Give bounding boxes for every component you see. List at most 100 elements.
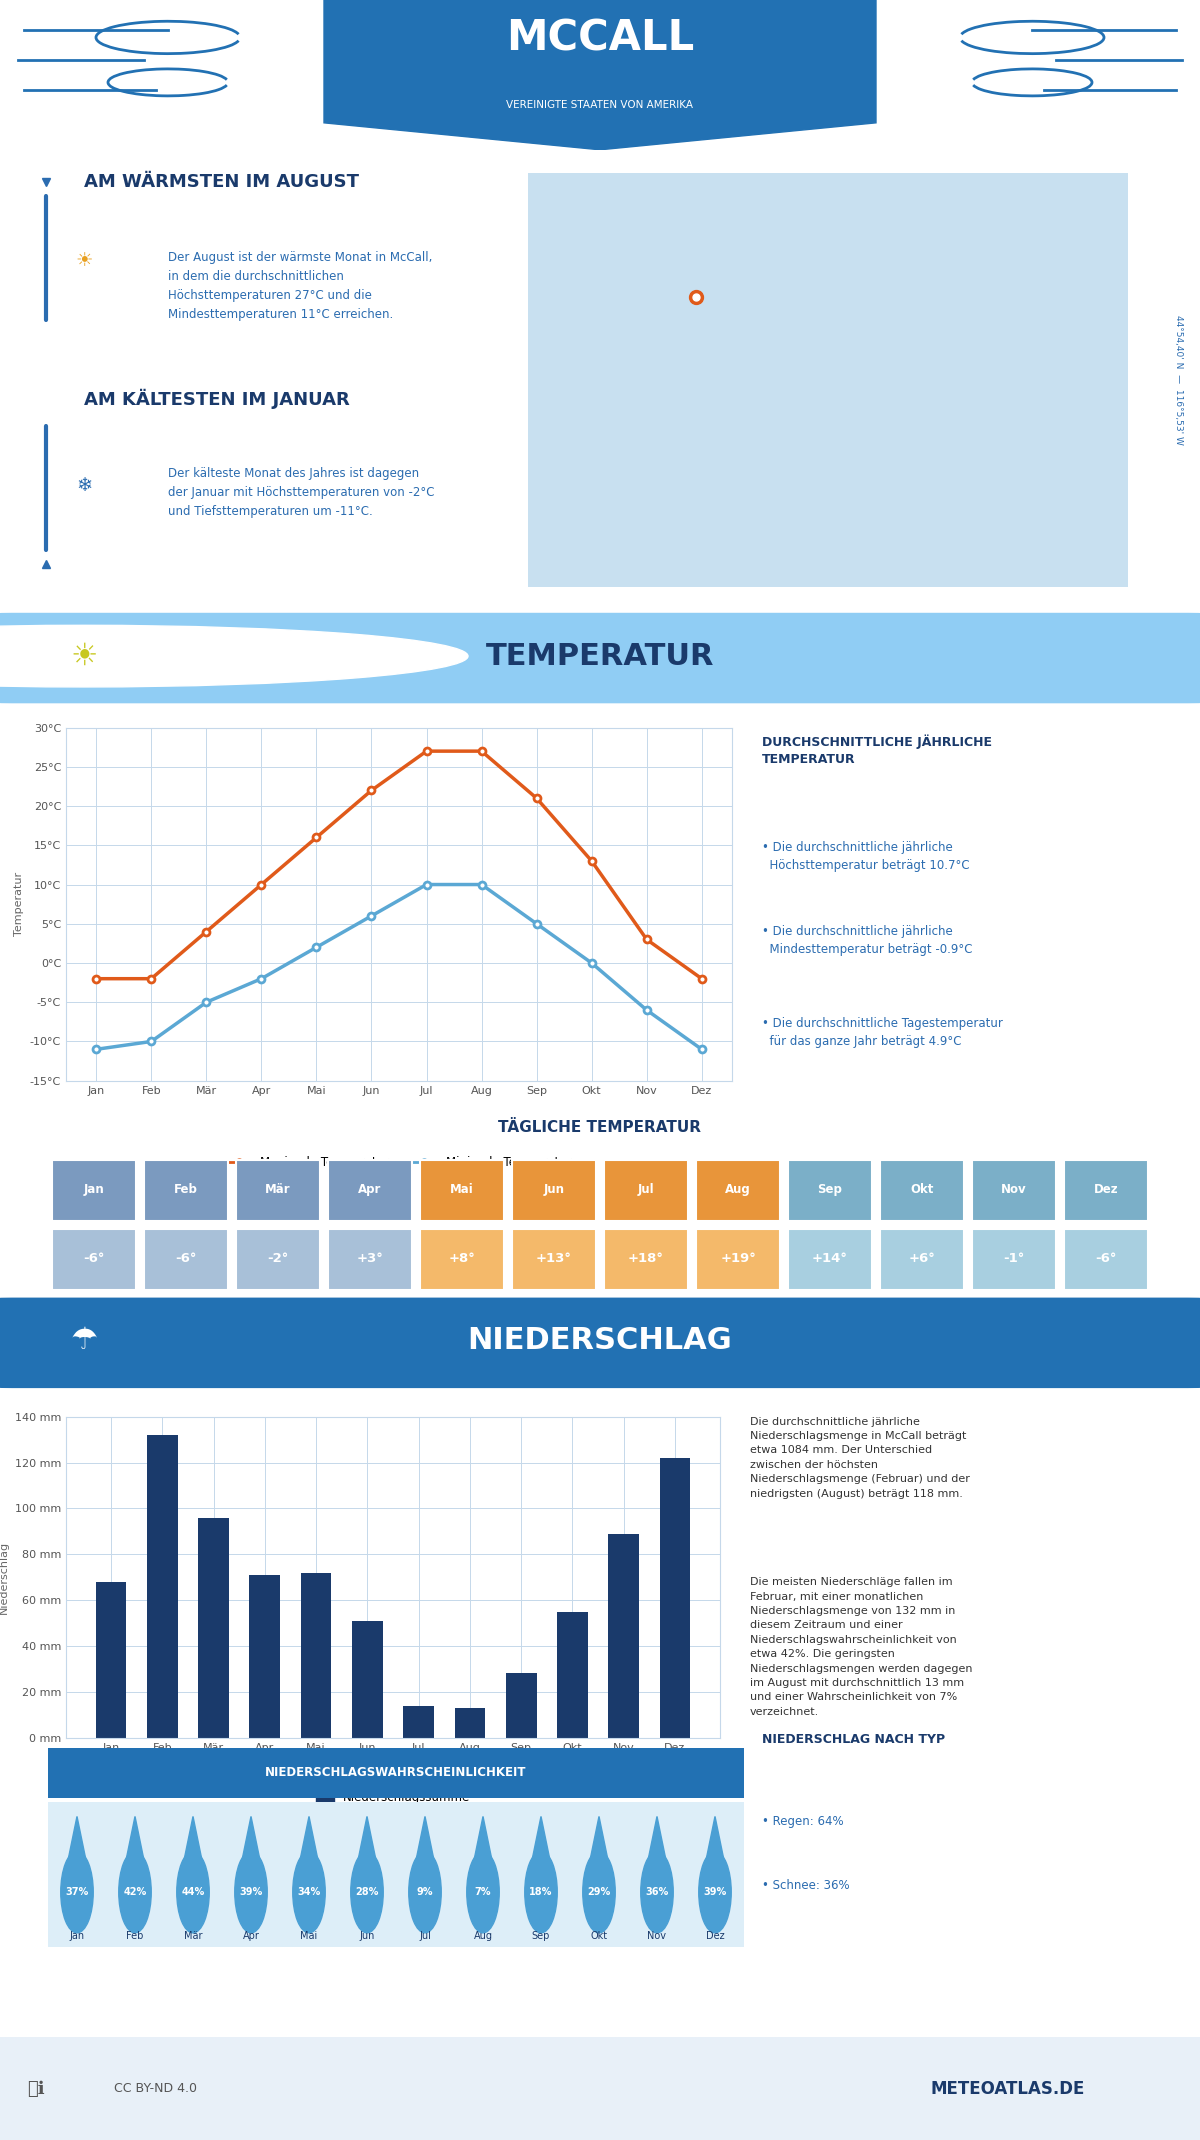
Text: 9%: 9% <box>416 1887 433 1896</box>
Text: AM WÄRMSTEN IM AUGUST: AM WÄRMSTEN IM AUGUST <box>84 173 359 190</box>
Text: Jun: Jun <box>359 1930 374 1941</box>
FancyBboxPatch shape <box>48 1802 744 1947</box>
Circle shape <box>61 1851 94 1932</box>
Circle shape <box>524 1851 557 1932</box>
FancyBboxPatch shape <box>144 1160 228 1222</box>
Legend: Maximale Temperatur, Minimale Temperatur: Maximale Temperatur, Minimale Temperatur <box>222 1151 576 1173</box>
FancyBboxPatch shape <box>0 612 1200 704</box>
FancyBboxPatch shape <box>235 1160 320 1222</box>
Text: VEREINIGTE STAATEN VON AMERIKA: VEREINIGTE STAATEN VON AMERIKA <box>506 101 694 109</box>
Text: Jan: Jan <box>70 1930 84 1941</box>
Text: 28%: 28% <box>355 1887 379 1896</box>
Circle shape <box>119 1851 151 1932</box>
FancyBboxPatch shape <box>48 1748 744 1798</box>
Text: 44%: 44% <box>181 1887 205 1896</box>
Bar <box>660 1457 690 1738</box>
FancyBboxPatch shape <box>0 2037 1200 2140</box>
FancyBboxPatch shape <box>880 1228 965 1290</box>
FancyBboxPatch shape <box>144 1228 228 1290</box>
Text: Aug: Aug <box>474 1930 492 1941</box>
Text: ☀: ☀ <box>71 642 97 670</box>
Circle shape <box>0 625 468 687</box>
Polygon shape <box>704 1817 726 1868</box>
FancyBboxPatch shape <box>235 1228 320 1290</box>
Polygon shape <box>324 0 876 150</box>
Text: Aug: Aug <box>725 1183 751 1196</box>
FancyBboxPatch shape <box>876 0 1200 150</box>
Text: NIEDERSCHLAG: NIEDERSCHLAG <box>468 1327 732 1355</box>
Bar <box>505 1673 536 1738</box>
Text: Mai: Mai <box>300 1930 318 1941</box>
Text: Dez: Dez <box>1093 1183 1118 1196</box>
Bar <box>96 1581 126 1738</box>
Polygon shape <box>182 1817 204 1868</box>
Text: ❄: ❄ <box>76 477 92 494</box>
Text: Apr: Apr <box>242 1930 259 1941</box>
Text: Die meisten Niederschläge fallen im
Februar, mit einer monatlichen
Niederschlags: Die meisten Niederschläge fallen im Febr… <box>750 1577 972 1716</box>
Polygon shape <box>299 1817 319 1868</box>
Text: Sep: Sep <box>532 1930 550 1941</box>
Polygon shape <box>473 1817 493 1868</box>
FancyBboxPatch shape <box>604 1228 689 1290</box>
Text: 39%: 39% <box>703 1887 727 1896</box>
Text: 39%: 39% <box>239 1887 263 1896</box>
Text: • Die durchschnittliche jährliche
  Höchsttemperatur beträgt 10.7°C: • Die durchschnittliche jährliche Höchst… <box>762 841 970 871</box>
Text: +6°: +6° <box>908 1252 935 1265</box>
Text: Okt: Okt <box>590 1930 607 1941</box>
Text: MCCALL: MCCALL <box>506 17 694 60</box>
Text: 42%: 42% <box>124 1887 146 1896</box>
Polygon shape <box>588 1817 610 1868</box>
Text: Dez: Dez <box>706 1930 725 1941</box>
FancyBboxPatch shape <box>696 1228 780 1290</box>
Text: • Schnee: 36%: • Schnee: 36% <box>762 1879 850 1892</box>
Circle shape <box>467 1851 499 1932</box>
Text: Der kälteste Monat des Jahres ist dagegen
der Januar mit Höchsttemperaturen von : Der kälteste Monat des Jahres ist dagege… <box>168 467 434 518</box>
Text: Mai: Mai <box>450 1183 474 1196</box>
Text: Der August ist der wärmste Monat in McCall,
in dem die durchschnittlichen
Höchst: Der August ist der wärmste Monat in McCa… <box>168 250 432 321</box>
Circle shape <box>350 1851 383 1932</box>
Text: +13°: +13° <box>536 1252 572 1265</box>
Text: Jun: Jun <box>544 1183 564 1196</box>
Text: 18%: 18% <box>529 1887 553 1896</box>
Legend: Niederschlagssumme: Niederschlagssumme <box>311 1787 475 1808</box>
FancyBboxPatch shape <box>0 1297 1200 1389</box>
Bar <box>557 1611 588 1738</box>
Text: 7%: 7% <box>475 1887 491 1896</box>
Text: 37%: 37% <box>65 1887 89 1896</box>
Text: -6°: -6° <box>1096 1252 1117 1265</box>
Text: +19°: +19° <box>720 1252 756 1265</box>
FancyBboxPatch shape <box>511 1160 596 1222</box>
FancyBboxPatch shape <box>696 1160 780 1222</box>
Text: AM KÄLTESTEN IM JANUAR: AM KÄLTESTEN IM JANUAR <box>84 389 349 409</box>
Polygon shape <box>356 1817 378 1868</box>
Bar <box>352 1620 383 1738</box>
Circle shape <box>293 1851 325 1932</box>
Text: Jul: Jul <box>419 1930 431 1941</box>
Text: Okt: Okt <box>911 1183 934 1196</box>
FancyBboxPatch shape <box>420 1160 504 1222</box>
FancyBboxPatch shape <box>52 1228 137 1290</box>
Polygon shape <box>66 1817 88 1868</box>
Circle shape <box>409 1851 442 1932</box>
Y-axis label: Temperatur: Temperatur <box>14 873 24 935</box>
Text: 36%: 36% <box>646 1887 668 1896</box>
Circle shape <box>235 1851 268 1932</box>
Bar <box>250 1575 281 1738</box>
Bar <box>403 1706 434 1738</box>
Text: DURCHSCHNITTLICHE JÄHRLICHE
TEMPERATUR: DURCHSCHNITTLICHE JÄHRLICHE TEMPERATUR <box>762 734 992 766</box>
FancyBboxPatch shape <box>787 1160 872 1222</box>
FancyBboxPatch shape <box>604 1160 689 1222</box>
Text: -2°: -2° <box>268 1252 289 1265</box>
Text: +3°: +3° <box>356 1252 383 1265</box>
Text: Jan: Jan <box>84 1183 104 1196</box>
Text: Sep: Sep <box>817 1183 842 1196</box>
Text: +8°: +8° <box>449 1252 475 1265</box>
Text: • Regen: 64%: • Regen: 64% <box>762 1815 844 1828</box>
FancyBboxPatch shape <box>972 1160 1056 1222</box>
Bar <box>301 1573 331 1738</box>
FancyBboxPatch shape <box>328 1160 413 1222</box>
FancyBboxPatch shape <box>52 1160 137 1222</box>
FancyBboxPatch shape <box>0 0 324 150</box>
Text: Feb: Feb <box>174 1183 198 1196</box>
Text: CC BY-ND 4.0: CC BY-ND 4.0 <box>114 2082 198 2095</box>
